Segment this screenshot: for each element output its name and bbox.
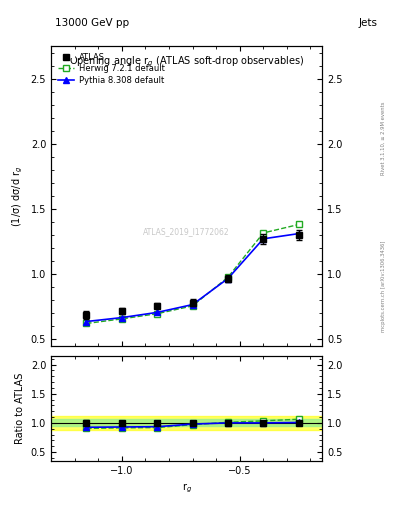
Y-axis label: (1/σ) dσ/d r$_g$: (1/σ) dσ/d r$_g$ <box>11 165 25 227</box>
Text: Jets: Jets <box>358 18 377 28</box>
X-axis label: r$_g$: r$_g$ <box>182 481 192 495</box>
Text: 13000 GeV pp: 13000 GeV pp <box>55 18 129 28</box>
Text: Opening angle r$_g$ (ATLAS soft-drop observables): Opening angle r$_g$ (ATLAS soft-drop obs… <box>69 55 304 70</box>
Y-axis label: Ratio to ATLAS: Ratio to ATLAS <box>15 373 25 444</box>
Text: ATLAS_2019_I1772062: ATLAS_2019_I1772062 <box>143 227 230 236</box>
Text: Rivet 3.1.10, ≥ 2.9M events: Rivet 3.1.10, ≥ 2.9M events <box>381 101 386 175</box>
Text: mcplots.cern.ch [arXiv:1306.3436]: mcplots.cern.ch [arXiv:1306.3436] <box>381 241 386 332</box>
Legend: ATLAS, Herwig 7.2.1 default, Pythia 8.308 default: ATLAS, Herwig 7.2.1 default, Pythia 8.30… <box>55 50 167 87</box>
